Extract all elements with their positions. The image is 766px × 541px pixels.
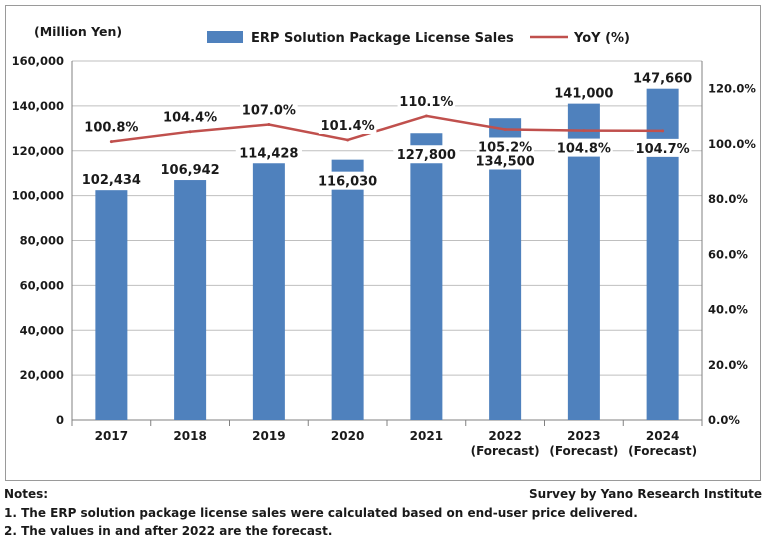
bar	[174, 180, 207, 420]
left-tick-label: 40,000	[20, 323, 64, 337]
right-tick-label: 40.0%	[708, 303, 748, 317]
bar-value-label-bg	[314, 171, 381, 190]
bar-value-label: 114,428	[239, 146, 298, 161]
category-sublabel: (Forecast)	[628, 444, 697, 458]
bar-value-label: 141,000	[554, 87, 613, 102]
yoy-point	[582, 129, 586, 133]
bar	[410, 133, 443, 420]
yoy-value-label: 107.0%	[242, 104, 296, 119]
left-tick-label: 80,000	[20, 234, 64, 248]
bar-value-label-bg	[550, 83, 617, 102]
category-label: 2018	[173, 429, 206, 443]
category-label: 2022	[488, 429, 521, 443]
yoy-value-label: 100.8%	[84, 121, 138, 136]
yoy-value-label-bg	[161, 107, 219, 126]
yoy-value-label-bg	[476, 137, 534, 156]
yoy-point	[109, 140, 113, 144]
right-tick-label: 20.0%	[708, 358, 748, 372]
legend-bar-label: ERP Solution Package License Sales	[251, 31, 514, 46]
category-label: 2019	[252, 429, 285, 443]
left-axis-unit: (Million Yen)	[34, 24, 122, 39]
source-credit: Survey by Yano Research Institute	[529, 487, 762, 501]
right-tick-label: 60.0%	[708, 247, 748, 261]
left-tick-label: 100,000	[12, 189, 64, 203]
left-tick-label: 60,000	[20, 278, 64, 292]
yoy-point	[188, 130, 192, 134]
notes-heading: Notes:	[4, 487, 49, 501]
yoy-value-label: 110.1%	[399, 95, 453, 110]
bar-value-label-bg	[393, 145, 460, 164]
category-label: 2023	[567, 429, 600, 443]
yoy-value-label: 104.7%	[636, 142, 690, 157]
legend-line-label: YoY (%)	[573, 31, 630, 46]
legend-bar-swatch	[207, 31, 243, 43]
yoy-point	[267, 123, 271, 127]
yoy-value-label-bg	[82, 117, 141, 136]
left-tick-label: 0	[56, 413, 64, 427]
bar-value-label: 134,500	[476, 154, 535, 169]
category-label: 2021	[410, 429, 443, 443]
yoy-value-label-bg	[397, 91, 456, 110]
bar-value-label: 147,660	[633, 72, 692, 87]
bar	[646, 88, 679, 421]
bar	[252, 163, 285, 420]
bar-value-label: 106,942	[161, 163, 220, 178]
category-sublabel: (Forecast)	[549, 444, 618, 458]
bar-value-label-bg	[157, 160, 224, 179]
category-label: 2020	[331, 429, 364, 443]
bar	[331, 159, 364, 420]
right-tick-label: 80.0%	[708, 192, 748, 206]
yoy-value-label-bg	[318, 115, 377, 134]
right-tick-label: 120.0%	[708, 82, 756, 96]
bar-value-label-bg	[472, 151, 539, 170]
yoy-value-label: 104.8%	[557, 142, 611, 157]
left-tick-label: 120,000	[12, 144, 64, 158]
left-tick-label: 140,000	[12, 99, 64, 113]
yoy-point	[503, 127, 507, 131]
category-label: 2017	[95, 429, 128, 443]
bar-value-label: 116,030	[318, 175, 377, 190]
note-item: 2. The values in and after 2022 are the …	[4, 524, 333, 538]
bar-value-label-bg	[235, 143, 302, 162]
yoy-point	[661, 129, 665, 133]
chart-frame: 0 20,000 40,000 60,000 80,000 100,000 120,000 1…	[5, 5, 761, 481]
yoy-line	[111, 114, 663, 143]
right-tick-label: 100.0%	[708, 137, 756, 151]
yoy-point	[424, 114, 428, 118]
left-tick-label: 20,000	[20, 368, 64, 382]
bar-value-label: 102,434	[82, 173, 141, 188]
bar	[95, 190, 128, 420]
yoy-point	[346, 138, 350, 142]
category-label: 2024	[646, 429, 679, 443]
category-sublabel: (Forecast)	[471, 444, 540, 458]
bar-value-label-bg	[629, 68, 696, 87]
yoy-value-label: 105.2%	[478, 140, 532, 155]
left-tick-label: 160,000	[12, 54, 64, 68]
yoy-value-label-bg	[240, 100, 298, 119]
bar-value-label: 127,800	[397, 148, 456, 163]
yoy-value-label-bg	[633, 138, 692, 157]
right-tick-label: 0.0%	[708, 413, 740, 427]
yoy-value-label: 101.4%	[321, 119, 375, 134]
chart-svg: 0 20,000 40,000 60,000 80,000 100,000 120,000 1…	[12, 24, 757, 458]
note-item: 1. The ERP solution package license sale…	[4, 506, 638, 520]
yoy-value-label: 104.4%	[163, 111, 217, 126]
bar-value-label-bg	[78, 170, 145, 189]
yoy-value-label-bg	[555, 138, 613, 157]
